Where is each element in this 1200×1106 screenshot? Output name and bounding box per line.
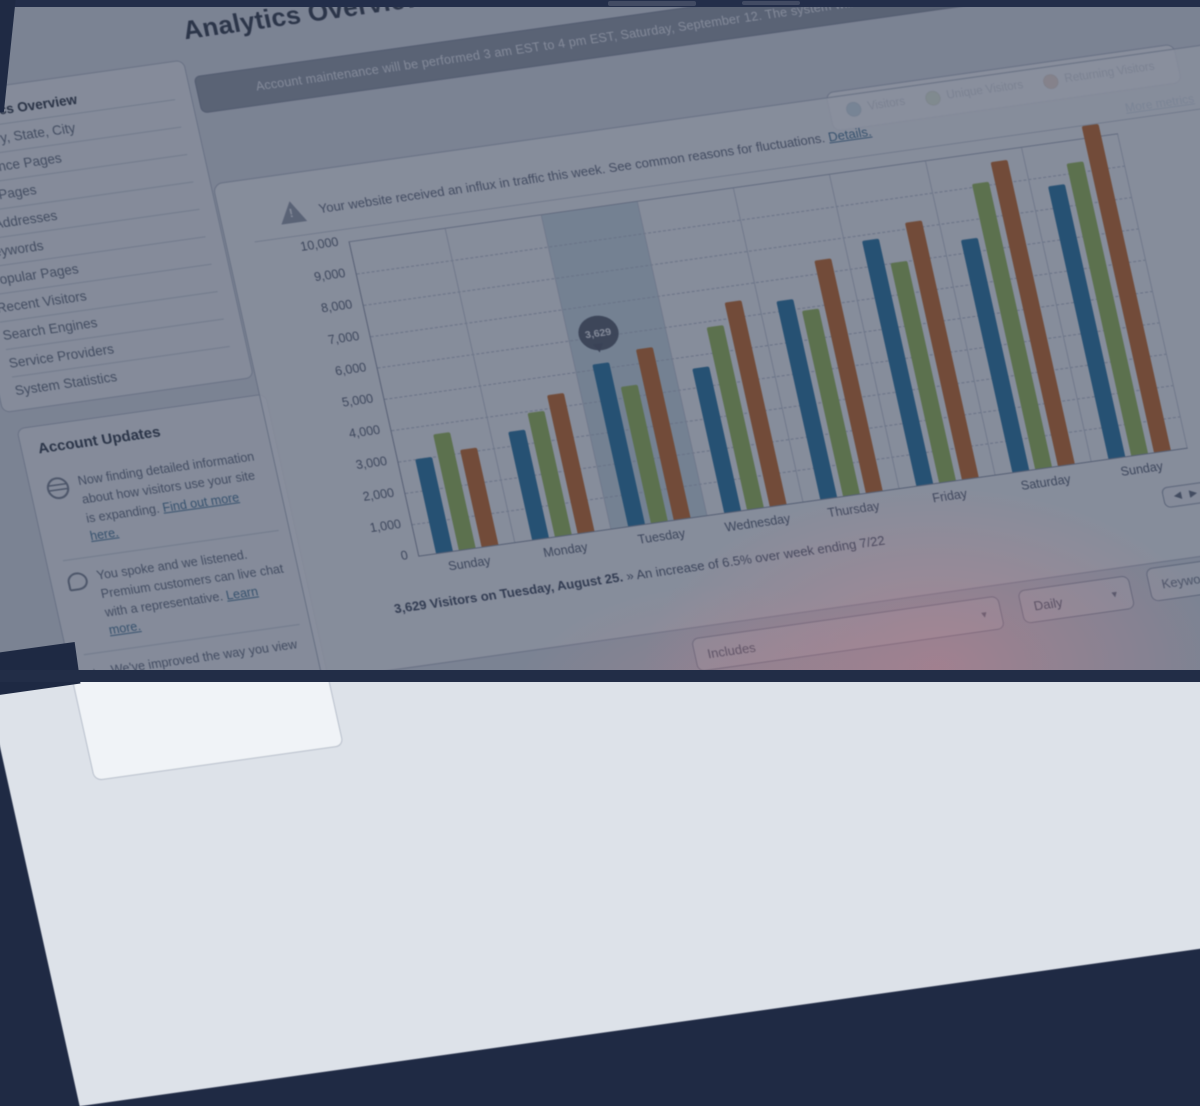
y-axis-tick-label: 3,000	[354, 454, 389, 473]
y-axis-tick-label: 8,000	[319, 297, 354, 316]
y-axis-tick-label: 4,000	[347, 422, 382, 442]
warning-triangle-icon: !	[276, 199, 308, 225]
y-axis-tick-label: 9,000	[312, 266, 347, 285]
interval-select[interactable]: Daily ▼	[1017, 575, 1136, 625]
chevron-down-icon: ▼	[1108, 588, 1120, 600]
chart-week-pager[interactable]: ◀ ▶	[1160, 481, 1200, 509]
y-axis-tick-label: 5,000	[340, 391, 375, 410]
chat-icon	[65, 571, 90, 592]
y-axis-tick-label: 6,000	[333, 360, 368, 379]
globe-icon	[44, 475, 72, 501]
next-week-icon[interactable]: ▶	[1188, 487, 1199, 500]
sidebar-nav: Analytics Overview Country, State, City En…	[0, 59, 255, 414]
y-axis-tick-label: 1,000	[368, 516, 403, 536]
account-update-link[interactable]: Find out more here.	[88, 489, 241, 544]
top-edge-smudge	[742, 1, 800, 5]
y-axis-tick-label: 2,000	[361, 485, 396, 504]
y-axis-tick-label: 0	[399, 548, 410, 564]
alert-details-link[interactable]: Details.	[826, 123, 873, 144]
y-axis-tick-label: 7,000	[326, 328, 361, 348]
monitor-bottom-edge	[0, 670, 1200, 682]
prev-week-icon[interactable]: ◀	[1172, 490, 1183, 502]
account-update-link[interactable]: Learn more.	[107, 584, 260, 638]
top-edge-smudge	[608, 1, 696, 6]
analytics-chart-card: ! Your website received an influx in tra…	[212, 19, 1200, 681]
chevron-down-icon: ▼	[978, 609, 990, 621]
monitor-top-edge	[0, 0, 1200, 7]
account-update-text: You spoke and we listened. Premium custo…	[95, 547, 285, 638]
account-update-text: Now finding detailed information about h…	[76, 449, 257, 544]
